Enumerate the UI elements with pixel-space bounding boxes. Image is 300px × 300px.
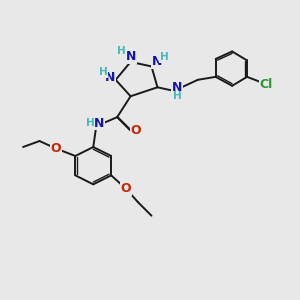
Text: O: O — [131, 124, 141, 137]
Text: N: N — [152, 56, 162, 68]
Text: H: H — [160, 52, 168, 62]
Text: N: N — [105, 71, 116, 84]
Text: O: O — [121, 182, 131, 195]
Text: N: N — [94, 117, 104, 130]
Text: H: H — [117, 46, 126, 56]
Text: O: O — [51, 142, 61, 155]
Text: H: H — [172, 91, 181, 101]
Text: N: N — [125, 50, 136, 63]
Text: H: H — [86, 118, 95, 128]
Text: N: N — [172, 81, 182, 94]
Text: Cl: Cl — [260, 78, 273, 91]
Text: H: H — [99, 68, 107, 77]
